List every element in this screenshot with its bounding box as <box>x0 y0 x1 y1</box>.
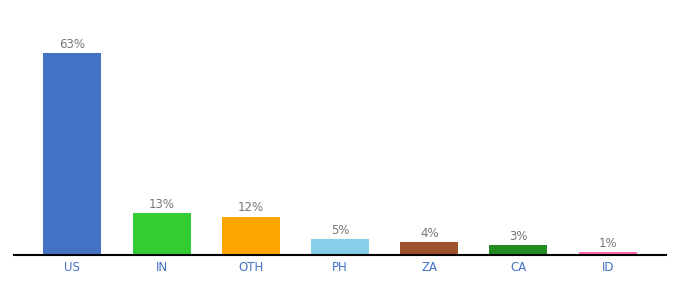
Bar <box>133 213 190 255</box>
Text: 13%: 13% <box>148 198 175 211</box>
Text: 3%: 3% <box>509 230 528 243</box>
Bar <box>490 245 547 255</box>
Text: 4%: 4% <box>420 227 439 240</box>
Text: 63%: 63% <box>59 38 85 51</box>
Text: 5%: 5% <box>330 224 350 237</box>
Bar <box>222 217 279 255</box>
Text: 1%: 1% <box>598 236 617 250</box>
Bar <box>311 239 369 255</box>
Bar <box>44 53 101 255</box>
Bar <box>579 252 636 255</box>
Bar <box>401 242 458 255</box>
Text: 12%: 12% <box>238 201 264 214</box>
